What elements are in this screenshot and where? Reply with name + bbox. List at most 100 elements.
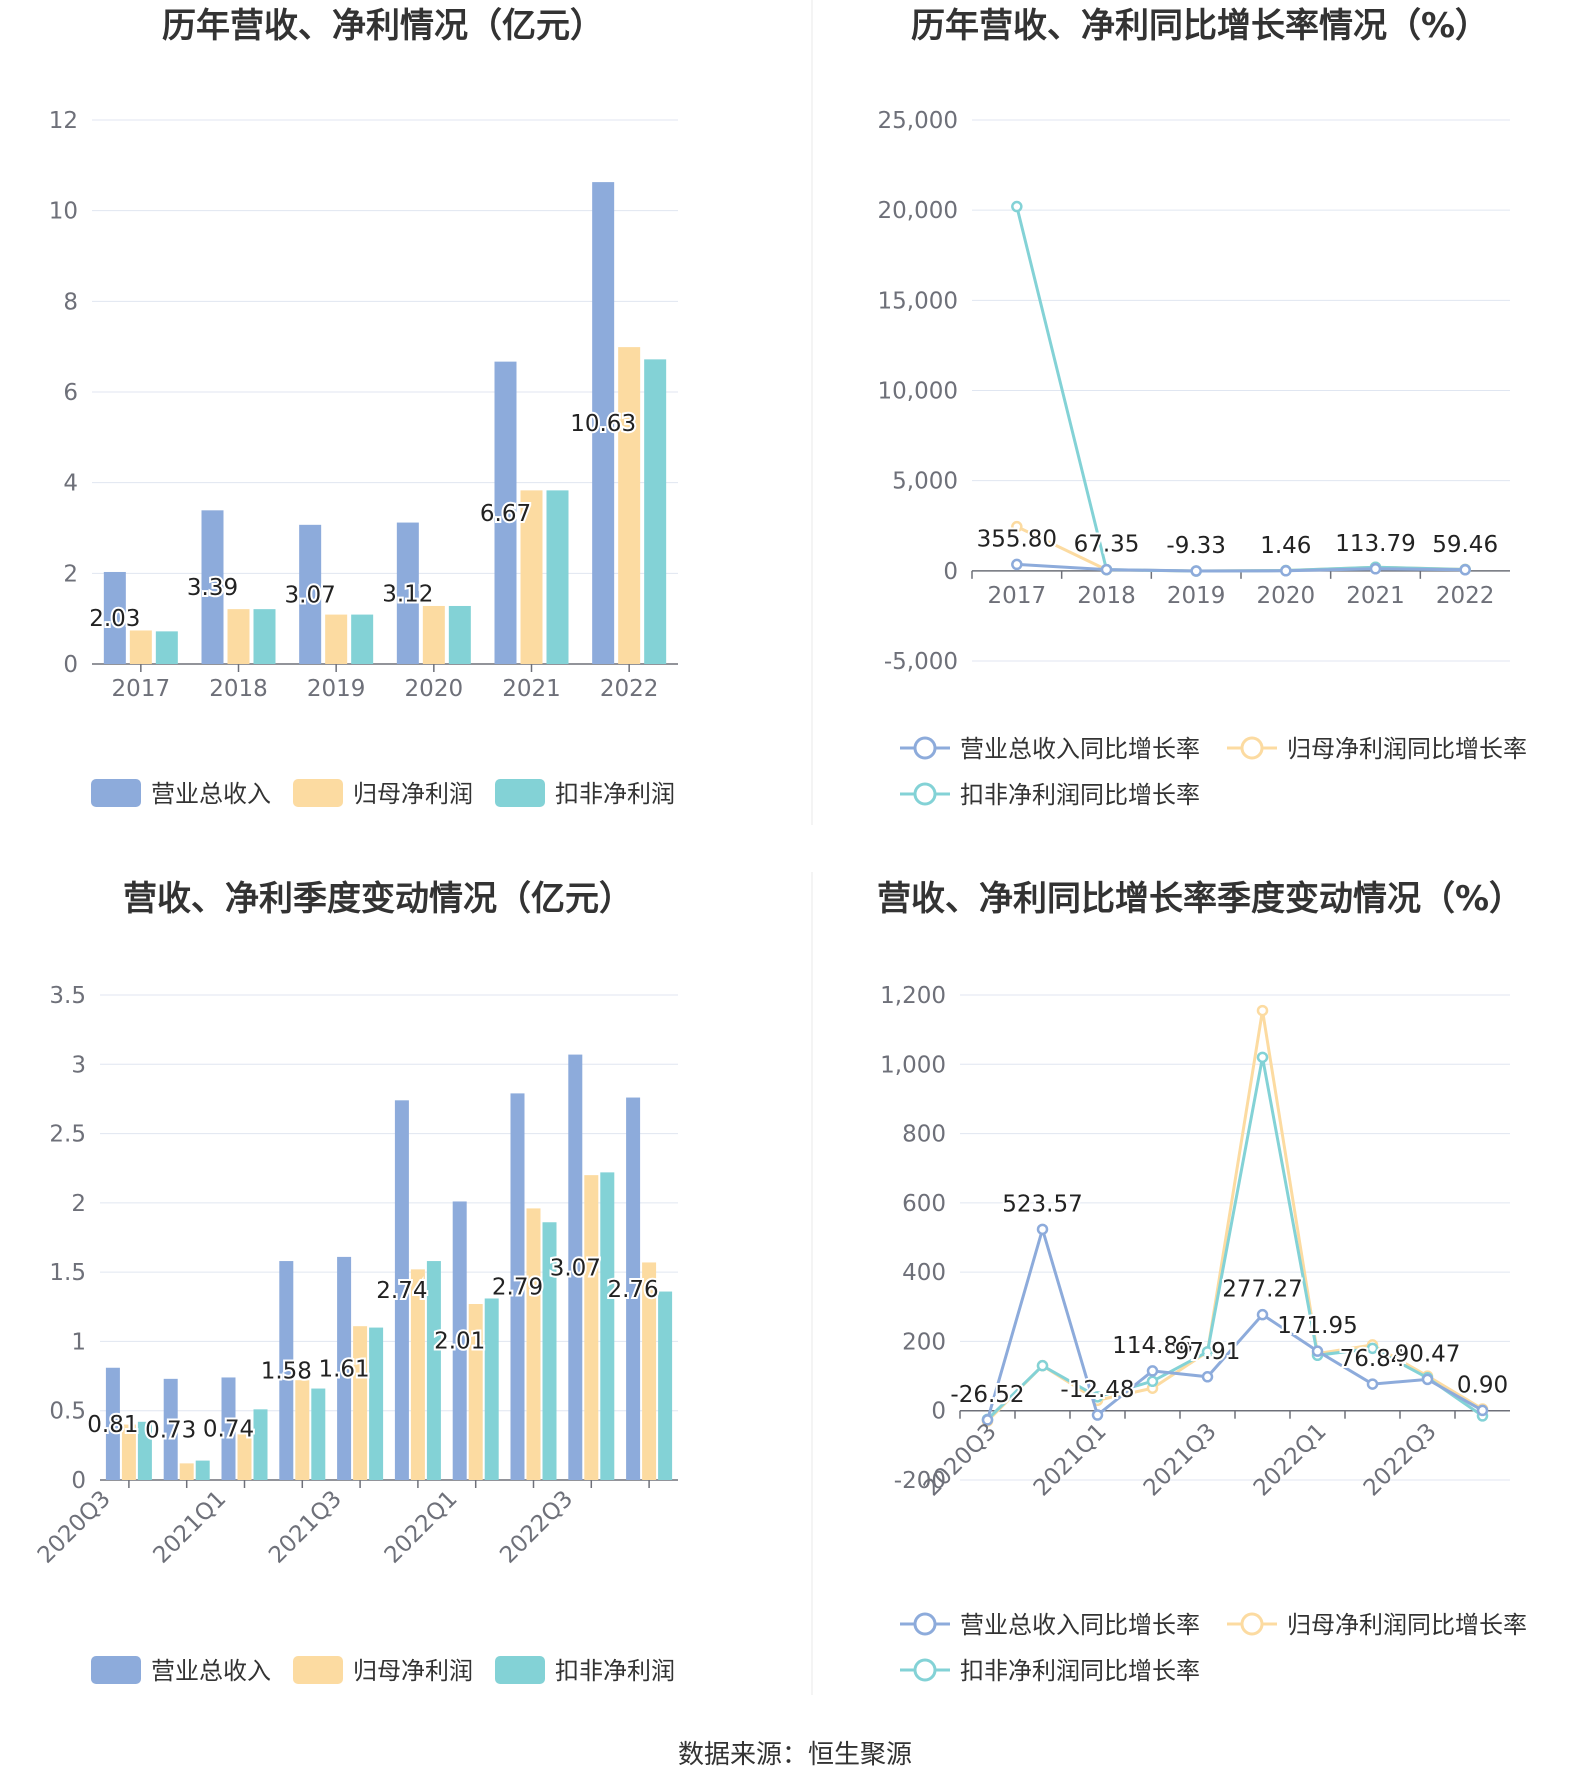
data-point [1011,200,1023,213]
x-tick-label: 2022 [1436,583,1495,609]
x-tick-label: 2021 [502,676,561,702]
bar [221,1377,236,1480]
y-tick-label: 3.5 [49,983,86,1009]
y-tick-label: -5,000 [884,649,958,675]
data-point [1421,1373,1434,1386]
x-tick-label: 2022Q3 [495,1486,578,1569]
quarterly-bar-chart: 0 0.5 1 1.5 2 2.5 3 3.5 0.81 0.73 0.74 1.58 1.61 2.74… [33,983,678,1685]
bar [325,614,348,664]
data-label: 3.39 [187,575,238,601]
legend-row-2: 扣非净利润同比增长率 [900,1657,1200,1685]
data-point [1091,1409,1104,1421]
data-label: 171.95 [1277,1313,1357,1339]
legend-marker [913,782,937,806]
x-tick-label: 2017 [112,676,171,702]
legend-marker [1240,736,1264,760]
bar [396,522,419,664]
legend-swatch [91,1656,141,1684]
y-tick-label: 3 [71,1052,86,1078]
data-label: 277.27 [1222,1277,1302,1303]
y-tick-label: 2.5 [49,1122,86,1148]
bar [295,1380,310,1480]
data-point [1100,563,1113,576]
data-label: 113.79 [1335,531,1415,557]
data-label: 1.58 [261,1359,312,1385]
y-tick-label: 0 [943,559,958,585]
series-line [986,1223,1484,1421]
data-point [1190,565,1202,577]
bar [592,182,615,664]
bar [237,1434,252,1480]
legend-marker [913,1658,937,1682]
bar [103,571,126,664]
data-label: 97.91 [1175,1339,1241,1365]
bar [105,1367,120,1480]
y-tick-label: 600 [902,1191,946,1217]
y-tick-label: 20,000 [878,198,958,224]
legend-label: 归母净利润同比增长率 [1287,735,1527,763]
bar [546,490,569,664]
data-label: 0.73 [145,1417,196,1443]
y-tick-label: 200 [902,1329,946,1355]
bar [137,1421,152,1480]
data-point [1366,1378,1379,1390]
bar [642,1262,657,1480]
bar [452,1201,467,1480]
bar [584,1175,599,1480]
series-line [986,1057,1484,1421]
bar [644,359,667,664]
x-tick-label: 2021Q1 [1029,1419,1112,1502]
bar [253,609,276,664]
data-label: 3.07 [285,582,336,608]
y-tick-label: -200 [894,1468,946,1494]
x-tick-label: 2020 [1257,583,1316,609]
data-label: 2.03 [89,606,140,632]
bar [422,605,445,664]
bar [484,1298,499,1480]
x-tick-label: 2022 [600,676,659,702]
x-tick-label: 2022Q1 [380,1486,463,1569]
x-tick-label: 2020 [405,676,464,702]
legend-swatch [91,779,141,807]
bar [626,1097,641,1480]
data-label: 59.46 [1432,532,1498,558]
x-tick-label: 2017 [988,583,1047,609]
chart-title-quarterly-revenue-profit: 营收、净利季度变动情况（亿元） [123,879,633,919]
data-label: 67.35 [1074,532,1140,558]
y-tick-label: 0.5 [49,1399,86,1425]
y-tick-label: 1.5 [49,1260,86,1286]
quarterly-growth-line-chart: -200 0 200 400 600 800 1,000 1,200 -26.52 523.57 -… [880,983,1527,1685]
legend-label: 归母净利润同比增长率 [1287,1611,1527,1639]
data-point [1011,520,1023,533]
data-label: 1.61 [318,1356,369,1382]
y-tick-label: 400 [902,1260,946,1286]
data-point [1201,1371,1214,1383]
chart-title-annual-growth: 历年营收、净利同比增长率情况（%） [911,6,1489,46]
legend-label: 扣非净利润同比增长率 [960,781,1200,809]
data-point [1311,1345,1324,1357]
legend-label: 营业总收入 [151,1657,271,1685]
data-label: 90.47 [1395,1341,1461,1367]
x-tick-label: 2021 [1346,583,1405,609]
data-source-note: 数据来源：恒生聚源 [678,1740,912,1770]
data-point [1036,1223,1049,1236]
bar [369,1327,384,1480]
bar [448,605,471,664]
data-label: 10.63 [570,411,636,437]
y-tick-label: 0 [931,1399,946,1425]
bar [394,1100,409,1480]
data-label: 0.74 [203,1417,254,1443]
bar [351,614,374,664]
legend-marker [913,736,937,760]
series-line [986,1010,1484,1423]
data-point [1146,1375,1159,1388]
legend-label: 扣非净利润同比增长率 [960,1657,1200,1685]
data-label: 2.79 [492,1275,543,1301]
data-point [1201,1346,1214,1358]
data-point [1011,558,1023,571]
legend-label: 扣非净利润 [555,1657,675,1685]
series-line [1015,206,1466,573]
legend-swatch [495,779,545,807]
legend-marker [1240,1612,1264,1636]
bar [658,1291,673,1480]
